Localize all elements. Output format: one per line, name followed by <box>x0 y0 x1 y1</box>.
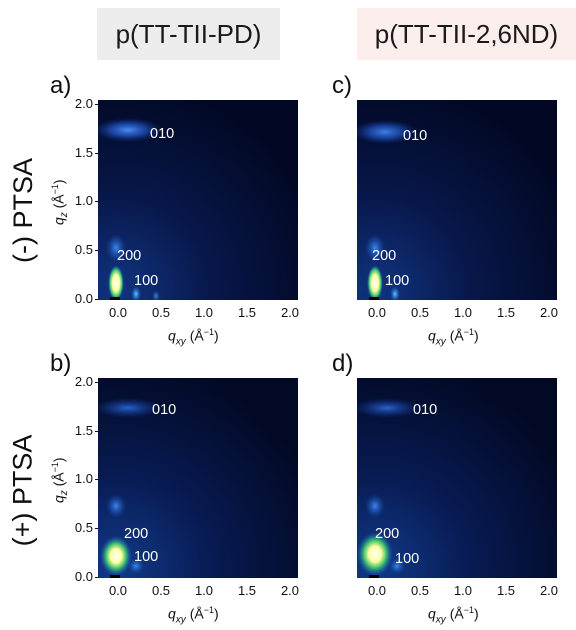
ytick-b-2: 1.0 <box>74 471 93 486</box>
ytick-a-4: 2.0 <box>74 96 93 111</box>
xtick-d-3: 1.5 <box>496 583 516 598</box>
xtick-b-0: 0.0 <box>108 583 128 598</box>
giwaxs-image-c: 010 200 100 <box>357 100 557 300</box>
ytickmark-a-2 <box>95 201 98 202</box>
row-label-plus-ptsa-text: (+) PTSA <box>7 434 38 546</box>
xtick-a-1: 0.5 <box>151 305 171 320</box>
ytickmark-b-2 <box>95 479 98 480</box>
xtick-a-3: 1.5 <box>237 305 257 320</box>
ytick-b-0: 0.0 <box>74 569 93 584</box>
peak-010-blob <box>357 398 421 418</box>
beam-core <box>100 536 132 576</box>
row-label-minus-ptsa: (-) PTSA <box>0 120 46 300</box>
peak-200-blob <box>106 234 126 262</box>
peak-label-100: 100 <box>395 551 419 567</box>
beamstop <box>110 575 120 578</box>
xtick-d-4: 2.0 <box>539 583 559 598</box>
panel-letter-c: c) <box>332 72 352 99</box>
ytickmark-a-4 <box>95 104 98 105</box>
xtick-d-2: 1.0 <box>453 583 473 598</box>
panel-letter-d: d) <box>332 350 354 377</box>
column-title-right: p(TT-TII-2,6ND) <box>374 18 559 49</box>
giwaxs-image-d: 010 200 100 <box>357 378 557 578</box>
xtick-b-4: 2.0 <box>280 583 300 598</box>
xtick-b-3: 1.5 <box>237 583 257 598</box>
beamstop <box>110 297 120 300</box>
xtick-c-3: 1.5 <box>496 305 516 320</box>
row-label-plus-ptsa: (+) PTSA <box>0 400 46 580</box>
peak-100-blob <box>389 558 405 574</box>
peak-200-blob <box>106 494 126 518</box>
xlabel-c: qxy (Å−1) <box>428 327 479 348</box>
peak-100-secondary <box>152 290 160 300</box>
peak-100-blob <box>131 286 141 300</box>
peak-label-100: 100 <box>134 549 158 565</box>
ytickmark-a-1 <box>95 250 98 251</box>
peak-100-blob <box>390 286 400 300</box>
row-label-minus-ptsa-text: (-) PTSA <box>7 157 38 263</box>
ytick-a-0: 0.0 <box>74 291 93 306</box>
xtick-c-2: 1.0 <box>453 305 473 320</box>
ytick-b-4: 2.0 <box>74 374 93 389</box>
peak-label-200: 200 <box>117 248 141 264</box>
peak-010-blob <box>98 118 162 142</box>
peak-010-blob <box>357 120 417 144</box>
peak-label-200: 200 <box>372 248 396 264</box>
xtick-a-4: 2.0 <box>280 305 300 320</box>
xtick-d-1: 0.5 <box>410 583 430 598</box>
peak-label-010: 010 <box>152 402 176 418</box>
beam-core <box>108 265 124 300</box>
ytickmark-a-3 <box>95 153 98 154</box>
column-header-right: p(TT-TII-2,6ND) <box>357 8 576 60</box>
xlabel-a: qxy (Å−1) <box>168 327 219 348</box>
xtick-c-0: 0.0 <box>367 305 387 320</box>
peak-label-010: 010 <box>403 128 427 144</box>
ytick-a-1: 0.5 <box>74 242 93 257</box>
xlabel-b: qxy (Å−1) <box>168 605 219 626</box>
panel-letter-a: a) <box>50 72 72 99</box>
panel-letter-b: b) <box>50 350 72 377</box>
peak-label-010: 010 <box>150 126 174 142</box>
ytickmark-b-4 <box>95 382 98 383</box>
ytickmark-b-1 <box>95 528 98 529</box>
xlabel-d: qxy (Å−1) <box>428 605 479 626</box>
ylabel-a: qz (Å−1) <box>49 179 71 226</box>
ytickmark-b-0 <box>95 577 98 578</box>
ytickmark-a-0 <box>95 299 98 300</box>
xtick-a-2: 1.0 <box>194 305 214 320</box>
peak-200-blob <box>365 494 385 518</box>
giwaxs-image-b: 010 200 100 <box>98 378 298 578</box>
peak-010-blob <box>98 398 162 418</box>
column-header-left: p(TT-TII-PD) <box>97 8 280 60</box>
peak-label-200: 200 <box>375 526 399 542</box>
peak-label-100: 100 <box>134 273 158 289</box>
ytick-b-1: 0.5 <box>74 520 93 535</box>
ytickmark-b-3 <box>95 431 98 432</box>
xtick-c-4: 2.0 <box>539 305 559 320</box>
beam-core <box>367 265 383 300</box>
beamstop <box>369 575 379 578</box>
xtick-a-0: 0.0 <box>108 305 128 320</box>
ylabel-b: qz (Å−1) <box>49 457 71 504</box>
beam-core <box>357 532 393 576</box>
ytick-a-3: 1.5 <box>74 145 93 160</box>
column-title-left: p(TT-TII-PD) <box>115 18 262 49</box>
beamstop <box>369 297 379 300</box>
xtick-d-0: 0.0 <box>367 583 387 598</box>
peak-label-010: 010 <box>413 402 437 418</box>
peak-label-100: 100 <box>385 273 409 289</box>
xtick-b-1: 0.5 <box>151 583 171 598</box>
giwaxs-image-a: 010 200 100 <box>98 100 298 300</box>
ytick-b-3: 1.5 <box>74 423 93 438</box>
ytick-a-2: 1.0 <box>74 193 93 208</box>
peak-100-blob <box>128 558 144 574</box>
peak-200-blob <box>365 234 385 262</box>
peak-label-200: 200 <box>124 526 148 542</box>
xtick-b-2: 1.0 <box>194 583 214 598</box>
xtick-c-1: 0.5 <box>410 305 430 320</box>
